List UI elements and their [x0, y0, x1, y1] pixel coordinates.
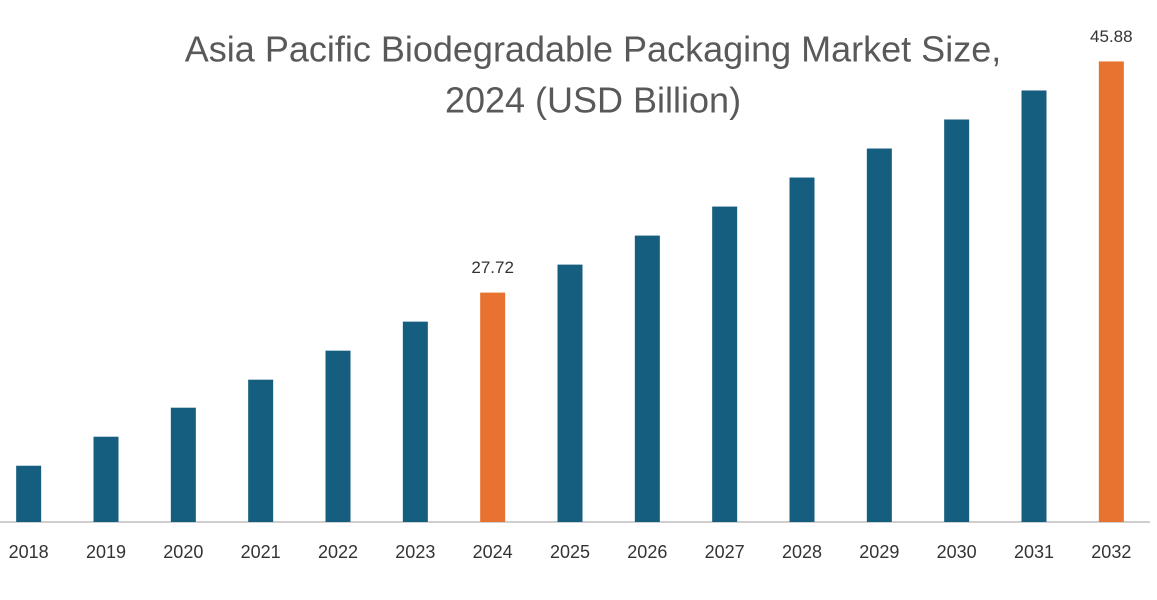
chart-title: 2024 (USD Billion): [445, 80, 741, 121]
x-tick-label: 2030: [937, 542, 977, 562]
bar: [557, 264, 583, 522]
bar: [789, 177, 815, 523]
x-tick-label: 2027: [705, 542, 745, 562]
bar: [480, 292, 506, 522]
bar: [16, 465, 42, 522]
x-tick-label: 2021: [241, 542, 281, 562]
x-tick-label: 2020: [163, 542, 203, 562]
bar: [93, 436, 119, 522]
x-tick-label: 2025: [550, 542, 590, 562]
x-tick-label: 2029: [859, 542, 899, 562]
value-label: 27.72: [471, 258, 514, 277]
x-tick-label: 2022: [318, 542, 358, 562]
bar: [1098, 61, 1124, 523]
bar: [1021, 90, 1047, 522]
bar: [325, 350, 351, 522]
x-tick-label: 2018: [9, 542, 49, 562]
x-tick-label: 2024: [473, 542, 513, 562]
bar: [634, 235, 660, 522]
bar: [866, 148, 892, 523]
bar: [712, 206, 738, 522]
bar: [402, 321, 428, 522]
x-tick-label: 2023: [395, 542, 435, 562]
bar: [170, 407, 196, 522]
x-tick-label: 2032: [1091, 542, 1131, 562]
value-label: 45.88: [1090, 27, 1133, 46]
x-tick-label: 2019: [86, 542, 126, 562]
x-tick-label: 2028: [782, 542, 822, 562]
bar: [944, 119, 970, 522]
bar: [248, 379, 274, 522]
x-tick-label: 2031: [1014, 542, 1054, 562]
x-tick-label: 2026: [627, 542, 667, 562]
chart-title: Asia Pacific Biodegradable Packaging Mar…: [185, 29, 1001, 70]
